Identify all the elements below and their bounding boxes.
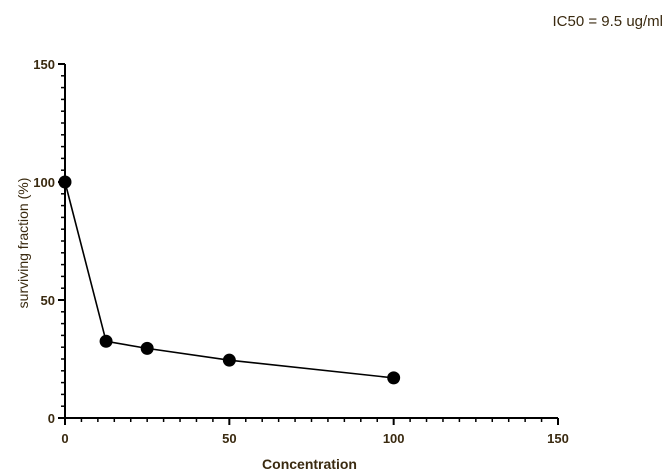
y-axis-title: surviving fraction (%) [15, 178, 31, 309]
data-point [222, 353, 236, 367]
series-line [64, 181, 394, 379]
y-tick-label: 150 [33, 57, 55, 72]
y-tick-label: 50 [41, 293, 55, 308]
data-point [387, 371, 401, 385]
ic50-annotation: IC50 = 9.5 ug/ml [552, 13, 663, 30]
data-point [99, 334, 113, 348]
data-point [140, 341, 154, 355]
x-tick-label: 0 [61, 431, 68, 446]
y-tick-label: 0 [48, 411, 55, 426]
y-tick-label: 100 [33, 175, 55, 190]
x-tick-label: 150 [547, 431, 569, 446]
axes: 0 50 100 150 0 50 100 150 [33, 57, 569, 446]
x-axis-title: Concentration [262, 456, 357, 472]
x-tick-label: 50 [222, 431, 236, 446]
x-tick-label: 100 [383, 431, 405, 446]
data-point [58, 175, 72, 189]
data-series [58, 175, 401, 385]
